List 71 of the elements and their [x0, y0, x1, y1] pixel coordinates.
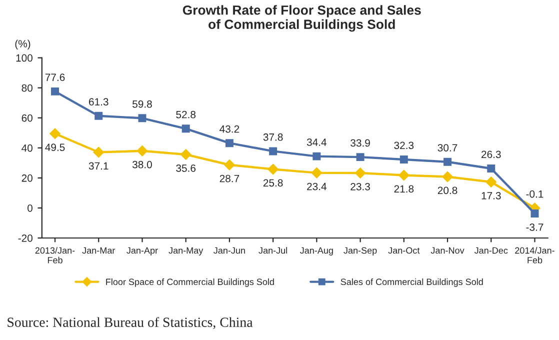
x-tick-label: Jan-Sep — [344, 247, 377, 256]
point — [182, 124, 190, 133]
point — [268, 164, 278, 175]
point — [356, 153, 364, 162]
data-label: 21.8 — [394, 185, 414, 193]
x-tick-label: Jan-Mar — [82, 247, 116, 254]
data-label: 32.3 — [394, 142, 414, 150]
y-tick-label: 20 — [22, 174, 32, 182]
data-label: -3.7 — [526, 224, 544, 231]
data-label: -0.1 — [526, 190, 544, 198]
y-axis-title: (%) — [15, 40, 30, 50]
data-label: 35.6 — [176, 164, 196, 172]
y-tick-label: -20 — [18, 234, 32, 242]
x-tick-label: Jan-May — [168, 247, 204, 256]
data-label: 59.8 — [132, 100, 152, 108]
data-label: 77.6 — [45, 74, 65, 82]
point — [486, 176, 497, 188]
x-tick-label: 2014/Jan-Feb — [515, 247, 554, 264]
x-tick-label: Jan-Oct — [388, 247, 420, 254]
data-label: 52.8 — [176, 110, 196, 118]
x-tick-label: Jan-Apr — [126, 247, 158, 256]
point — [354, 168, 366, 178]
chart-title: Growth Rate of Floor Space and Sales of Commercial Buildings Sold — [182, 5, 421, 32]
data-label: 28.7 — [220, 174, 240, 182]
legend-label: Sales of Commercial Buildings Sold — [340, 278, 483, 287]
x-tick-label: 2013/Jan-Feb — [35, 247, 75, 264]
point — [444, 158, 452, 166]
x-tick-label: Jan-Jun — [214, 247, 245, 254]
data-label: 30.7 — [438, 144, 458, 152]
x-tick-label: Jan-Aug — [300, 247, 333, 256]
data-label: 23.4 — [307, 182, 327, 190]
data-label: 20.8 — [438, 186, 458, 194]
data-label: 25.8 — [263, 179, 283, 187]
point — [136, 145, 148, 156]
point — [400, 155, 408, 164]
point — [311, 167, 322, 178]
y-tick-label: 80 — [22, 84, 32, 92]
source-note: Source: National Bureau of Statistics, China — [8, 317, 253, 329]
data-label: 61.3 — [89, 98, 108, 106]
point — [225, 139, 234, 148]
data-label: 49.5 — [45, 144, 65, 152]
x-tick-label: Jan-Dec — [474, 247, 508, 254]
x-tick-label: Jan-Jul — [258, 247, 288, 254]
point — [487, 164, 496, 172]
point — [442, 171, 453, 182]
data-label: 37.8 — [263, 133, 283, 141]
y-tick-label: 100 — [16, 54, 32, 62]
data-label: 17.3 — [482, 192, 501, 200]
point — [180, 149, 192, 160]
point — [93, 146, 104, 158]
point — [530, 210, 539, 218]
data-label: 23.3 — [350, 182, 370, 190]
data-label: 34.4 — [306, 138, 327, 146]
data-label: 43.2 — [220, 125, 240, 133]
point — [94, 112, 103, 120]
y-tick-label: 60 — [22, 114, 32, 122]
data-label: 38.0 — [132, 160, 152, 168]
point — [51, 87, 59, 96]
point — [398, 170, 410, 181]
y-tick-label: 0 — [28, 204, 32, 212]
data-label: 37.1 — [88, 162, 108, 170]
point — [50, 128, 60, 140]
data-label: 33.9 — [350, 139, 370, 147]
point — [269, 147, 278, 156]
point — [224, 159, 235, 170]
y-tick-label: 40 — [22, 144, 32, 152]
data-label: 26.3 — [482, 150, 501, 158]
point — [138, 114, 146, 122]
point — [312, 152, 321, 160]
legend-label: Floor Space of Commercial Buildings Sold — [106, 278, 274, 287]
x-tick-label: Jan-Nov — [430, 247, 464, 254]
